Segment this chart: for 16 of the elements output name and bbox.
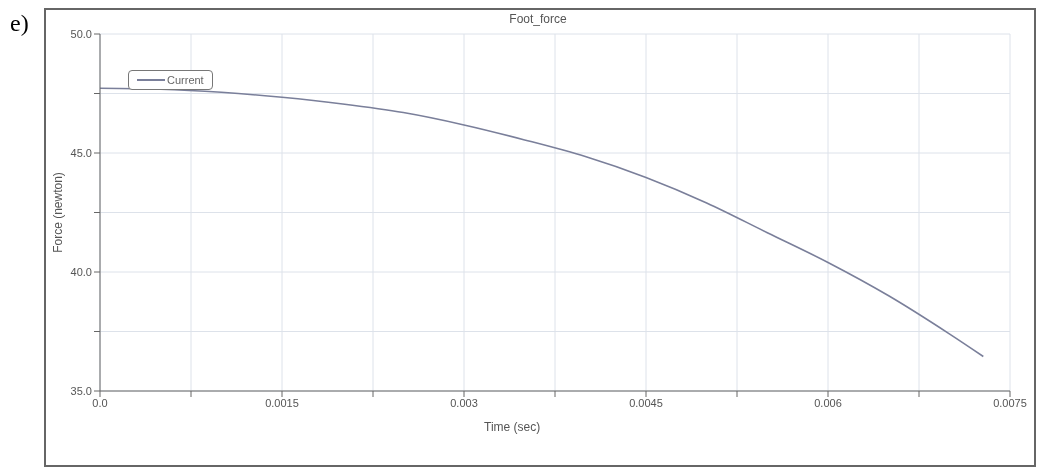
text: e) bbox=[10, 10, 29, 37]
line-series bbox=[100, 87, 985, 358]
x-tick-label: 0.0045 bbox=[629, 396, 663, 409]
y-tick-label: 45.0 bbox=[70, 146, 92, 159]
y-axis-title: Force (newton) bbox=[51, 172, 66, 253]
x-tick-label: 0.0075 bbox=[993, 396, 1027, 409]
x-tick-label: 0.0 bbox=[92, 396, 108, 409]
y-tick-label: 50.0 bbox=[70, 27, 92, 40]
y-tick-label: 40.0 bbox=[70, 265, 92, 278]
x-tick-label: 0.006 bbox=[814, 396, 842, 409]
x-tick-label: 0.0015 bbox=[265, 396, 299, 409]
chart-title: Foot_force bbox=[508, 12, 568, 26]
x-tick-label: 0.003 bbox=[450, 396, 478, 409]
y-tick-label: 35.0 bbox=[70, 384, 92, 397]
legend-label: Current bbox=[166, 74, 204, 86]
x-axis-title: Time (sec) bbox=[484, 420, 541, 434]
